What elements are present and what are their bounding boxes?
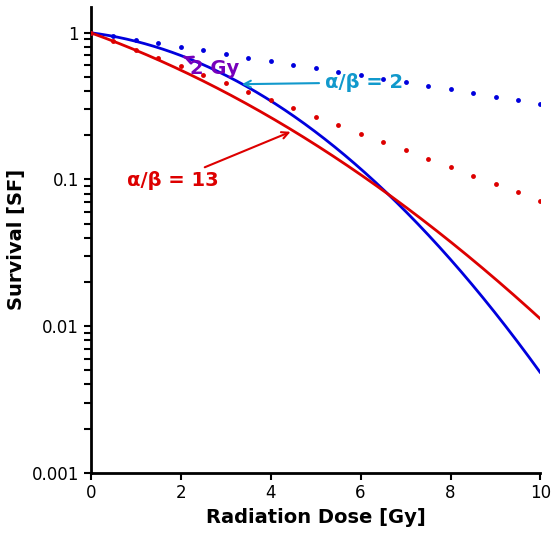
Y-axis label: Survival [SF]: Survival [SF] (7, 169, 26, 310)
Text: 2 Gy: 2 Gy (184, 57, 239, 78)
Text: α/β = 13: α/β = 13 (127, 132, 288, 190)
X-axis label: Radiation Dose [Gy]: Radiation Dose [Gy] (206, 508, 425, 527)
Text: α/β = 2: α/β = 2 (244, 73, 403, 92)
